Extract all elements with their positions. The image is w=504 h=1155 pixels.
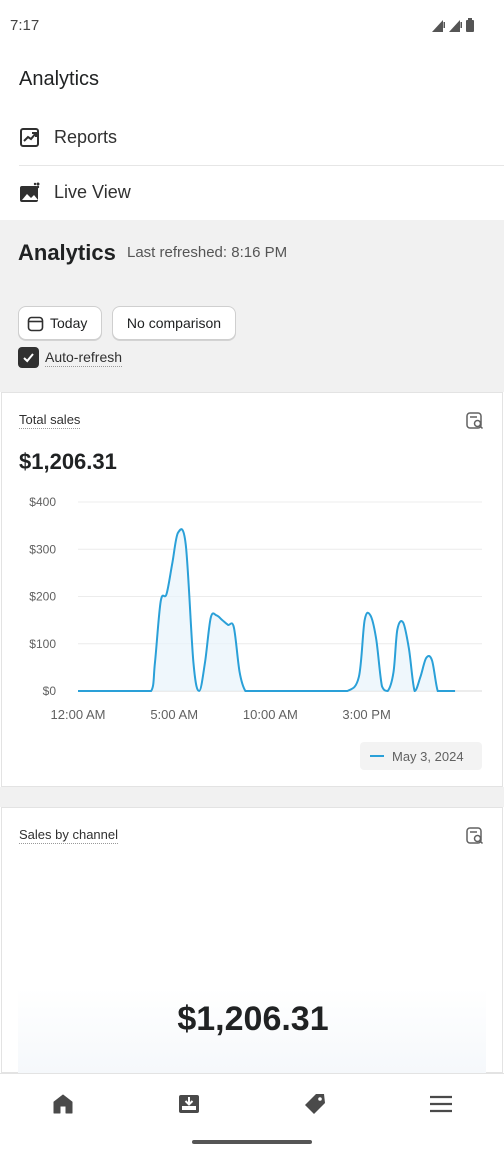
battery-icon — [466, 18, 474, 32]
x-tick-label: 12:00 AM — [51, 707, 106, 722]
signal-icon — [432, 20, 445, 32]
date-range-label: Today — [50, 315, 88, 331]
status-time: 7:17 — [10, 17, 40, 34]
status-bar: 7:17 — [0, 0, 504, 52]
products-icon[interactable] — [303, 1092, 327, 1116]
view-report-icon[interactable] — [465, 826, 485, 846]
orders-icon[interactable] — [177, 1092, 201, 1116]
menu-icon[interactable] — [429, 1092, 453, 1116]
comparison-button[interactable]: No comparison — [112, 306, 236, 340]
x-tick-label: 3:00 PM — [342, 707, 390, 722]
x-tick-label: 5:00 AM — [150, 707, 198, 722]
home-icon[interactable] — [51, 1092, 75, 1116]
sales-by-channel-total: $1,206.31 — [177, 1000, 329, 1038]
signal-icon — [449, 20, 462, 32]
bottom-navigation — [0, 1073, 504, 1155]
auto-refresh-checkbox[interactable] — [18, 347, 39, 368]
reports-icon — [20, 128, 39, 147]
section-divider — [0, 787, 504, 807]
channel-chart-area — [18, 988, 486, 1074]
nav-item-reports[interactable]: Reports — [0, 111, 504, 165]
chart-legend[interactable]: May 3, 2024 — [360, 742, 482, 770]
nav-title: Analytics — [19, 68, 100, 90]
calendar-icon — [27, 316, 44, 331]
nav-item-label: Reports — [54, 127, 118, 147]
sales-by-channel-title[interactable]: Sales by channel — [19, 827, 119, 844]
page-title: Analytics — [18, 240, 116, 265]
view-report-icon[interactable] — [465, 411, 485, 431]
status-icons — [432, 18, 474, 32]
legend-swatch — [370, 755, 384, 757]
y-tick-label: $0 — [43, 684, 57, 698]
series-area — [78, 529, 456, 691]
y-tick-label: $100 — [29, 637, 56, 651]
auto-refresh-toggle[interactable]: Auto-refresh — [18, 347, 123, 368]
auto-refresh-label: Auto-refresh — [45, 348, 123, 367]
series-line[interactable] — [77, 528, 456, 693]
comparison-label: No comparison — [126, 315, 222, 331]
legend-label: May 3, 2024 — [392, 748, 464, 764]
x-tick-label: 10:00 AM — [243, 707, 298, 722]
checkmark-icon — [23, 353, 34, 363]
last-refreshed-text: Last refreshed: 8:16 PM — [127, 244, 288, 261]
nav-item-label: Live View — [54, 182, 131, 202]
sales-by-channel-card: Sales by channel $1,206.31 — [1, 807, 503, 1074]
total-sales-card: Total sales $1,206.31 $400 $300 $200 $100 $0… — [1, 392, 503, 787]
nav-item-live-view[interactable]: Live View — [19, 165, 504, 219]
analytics-header: Analytics Last refreshed: 8:16 PM Today … — [0, 220, 504, 392]
date-range-button[interactable]: Today — [18, 306, 102, 340]
home-indicator[interactable] — [192, 1140, 312, 1144]
y-tick-label: $400 — [29, 495, 56, 509]
total-sales-value: $1,206.31 — [19, 449, 117, 474]
y-tick-label: $200 — [29, 590, 56, 604]
total-sales-chart: $400 $300 $200 $100 $0 12:00 AM 5:00 AM 10:00 A… — [29, 495, 482, 722]
live-view-icon — [20, 182, 40, 202]
total-sales-title[interactable]: Total sales — [19, 412, 81, 429]
y-tick-label: $300 — [29, 542, 56, 556]
